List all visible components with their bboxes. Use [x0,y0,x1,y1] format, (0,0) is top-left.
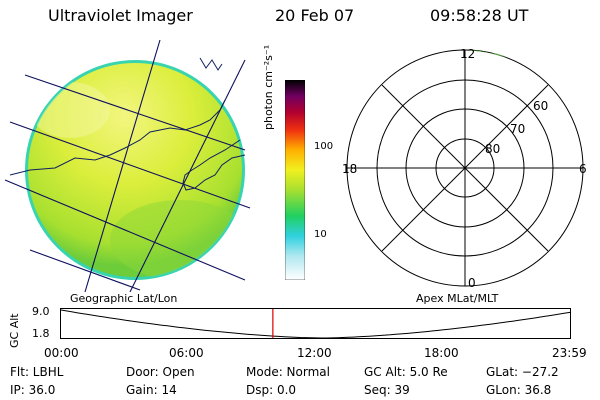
status-mode: Mode: Normal [246,365,330,379]
geographic-grid [4,40,251,292]
apex-label: Apex MLat/MLT [416,292,499,305]
status-flt: Flt: LBHL [10,365,64,379]
polar-plot: 12 18 6 0 60 70 80 [342,47,587,290]
geographic-label: Geographic Lat/Lon [70,292,178,305]
colorbar-unit: photon cm⁻²s⁻¹ [262,44,275,130]
mlt-label-6: 6 [579,162,587,176]
colorbar-tick-10: 10 [314,229,327,240]
status-gain: Gain: 14 [126,383,177,397]
time-tick-1200: 12:00 [297,346,332,360]
altitude-timeline [60,308,572,339]
colorbar-tick-100: 100 [314,141,334,152]
time-tick-0600: 06:00 [169,346,204,360]
colorbar [285,80,305,280]
date-label: 20 Feb 07 [275,6,355,25]
instrument-title: Ultraviolet Imager [48,6,193,25]
status-dsp: Dsp: 0.0 [246,383,297,397]
mlat-label-80: 80 [485,142,500,156]
status-door: Door: Open [126,365,195,379]
time-tick-0000: 00:00 [44,346,79,360]
mlt-label-18: 18 [342,162,357,176]
status-ip: IP: 36.0 [10,383,56,397]
altitude-tick-max: 9.0 [32,305,50,318]
time-tick-2359: 23:59 [552,346,587,360]
altitude-axis-label: GC Alt [8,313,21,348]
status-glon: GLon: 36.8 [486,383,552,397]
status-gc-alt: GC Alt: 5.0 Re [364,365,448,379]
status-seq: Seq: 39 [364,383,410,397]
mlat-label-70: 70 [510,122,525,136]
altitude-tick-min: 1.8 [32,327,50,340]
mlat-label-60: 60 [533,99,548,113]
mlt-label-12: 12 [460,47,475,61]
uv-disk-image [25,60,245,280]
mlt-label-0: 0 [468,276,476,290]
coastline [9,57,246,191]
status-glat: GLat: −27.2 [486,365,559,379]
time-tick-1800: 18:00 [424,346,459,360]
time-label: 09:58:28 UT [430,6,529,25]
uv-image-panel [4,40,251,292]
